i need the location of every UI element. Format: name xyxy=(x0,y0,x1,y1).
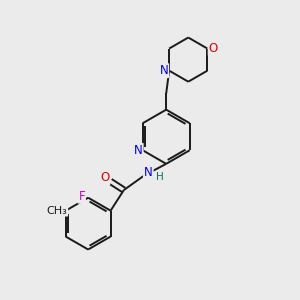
Text: H: H xyxy=(156,172,164,182)
Text: CH₃: CH₃ xyxy=(46,206,67,216)
Text: O: O xyxy=(100,171,110,184)
Text: O: O xyxy=(209,42,218,55)
Text: N: N xyxy=(144,166,153,179)
Text: N: N xyxy=(160,64,168,77)
Text: N: N xyxy=(134,144,143,157)
Text: F: F xyxy=(78,190,85,203)
